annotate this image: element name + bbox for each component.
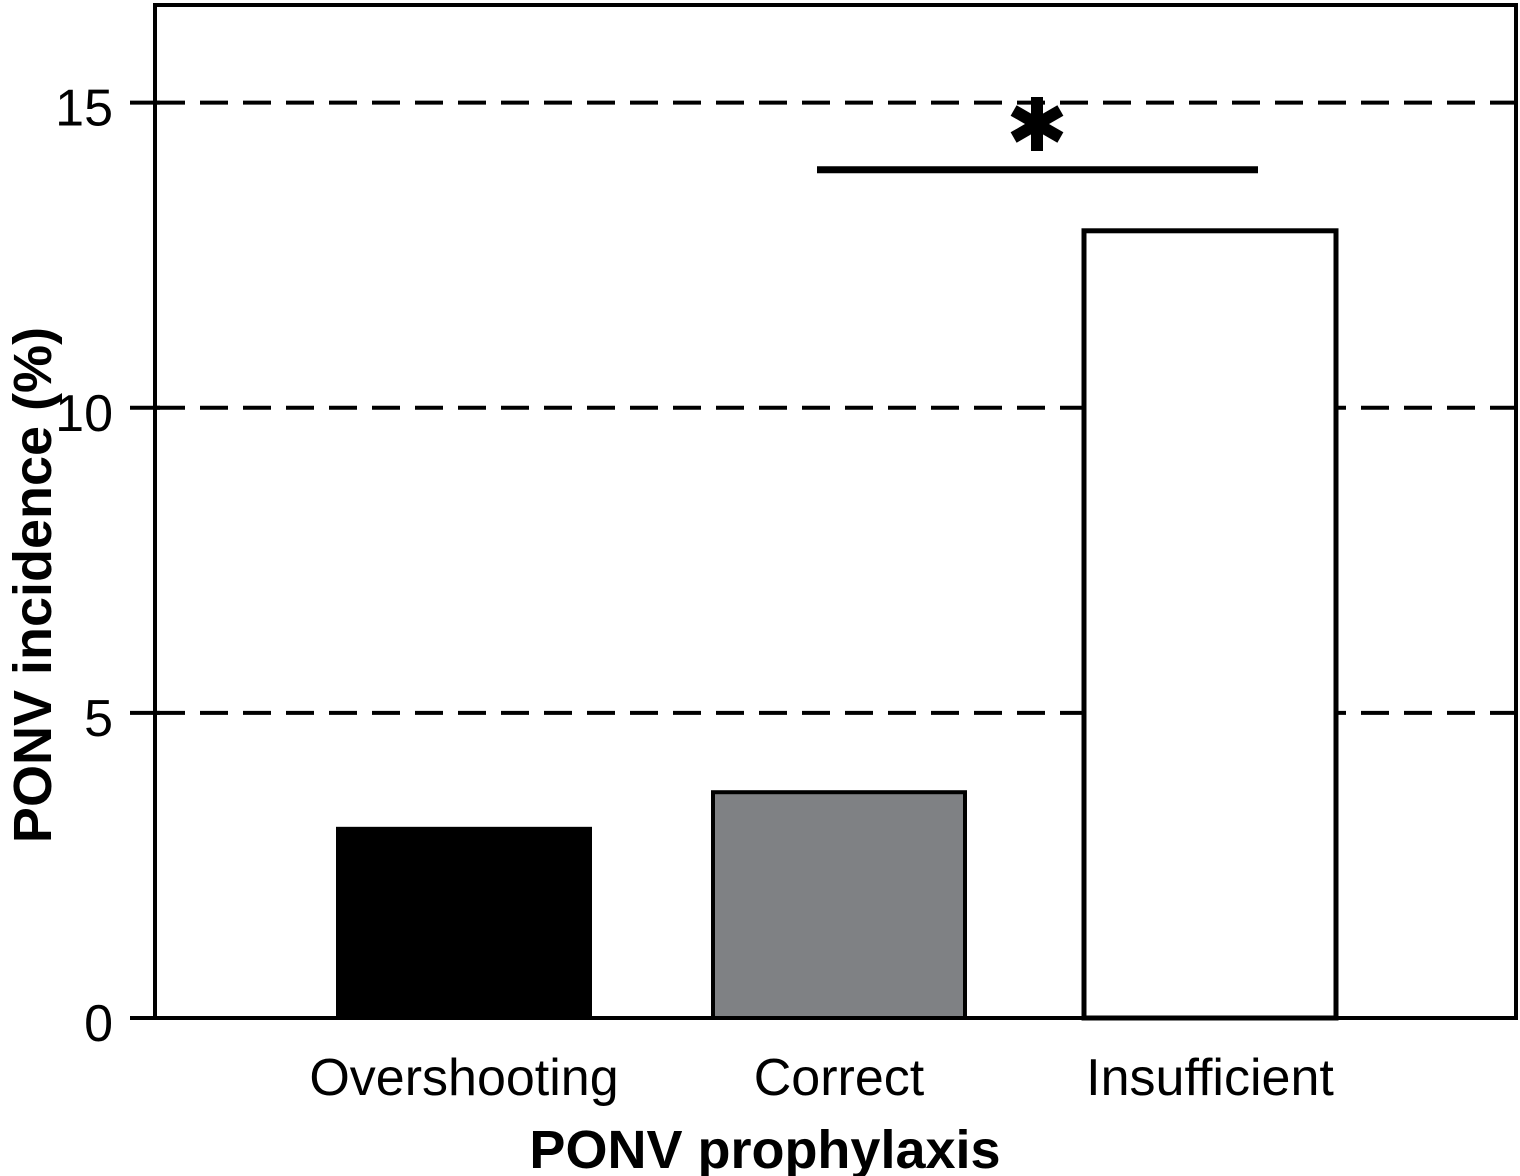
bar-overshooting	[336, 826, 592, 1021]
y-tick-label-10: 10	[55, 385, 113, 443]
y-axis-title: PONV incidence (%)	[3, 327, 63, 843]
x-axis-title: PONV prophylaxis	[529, 1120, 1000, 1176]
bar-series	[336, 228, 1339, 1021]
y-tick-label-5: 5	[84, 690, 113, 748]
bar-correct	[711, 790, 967, 1020]
y-axis-tick-labels: 0 5 10 15	[55, 80, 113, 1053]
category-label-overshooting: Overshooting	[309, 1049, 618, 1107]
bar-insufficient	[1081, 228, 1339, 1021]
x-axis-category-labels: Overshooting Correct Insufficient	[309, 1049, 1334, 1107]
y-axis-ticks	[130, 100, 160, 1020]
y-tick-label-15: 15	[55, 80, 113, 138]
category-label-insufficient: Insufficient	[1086, 1049, 1334, 1107]
y-tick-label-0: 0	[84, 995, 113, 1053]
significance-asterisk-icon	[1010, 97, 1064, 151]
category-label-correct: Correct	[754, 1049, 925, 1107]
